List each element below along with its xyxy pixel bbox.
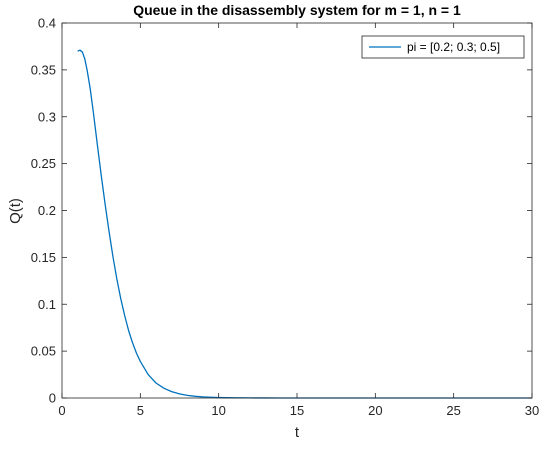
x-tick-label: 15 bbox=[290, 403, 304, 418]
y-tick-label: 0.3 bbox=[38, 109, 56, 124]
x-tick-label: 0 bbox=[58, 403, 65, 418]
y-tick-label: 0.2 bbox=[38, 203, 56, 218]
x-tick-label: 30 bbox=[525, 403, 539, 418]
x-tick-label: 25 bbox=[446, 403, 460, 418]
legend-label: pi = [0.2; 0.3; 0.5] bbox=[407, 40, 500, 54]
y-tick-label: 0 bbox=[49, 391, 56, 406]
x-axis-ticks: 0 5 10 15 20 25 30 bbox=[58, 23, 539, 418]
legend: pi = [0.2; 0.3; 0.5] bbox=[361, 35, 525, 59]
y-tick-label: 0.05 bbox=[31, 344, 56, 359]
legend-box bbox=[361, 35, 525, 59]
y-tick-label: 0.4 bbox=[38, 16, 56, 31]
x-tick-label: 5 bbox=[137, 403, 144, 418]
y-tick-label: 0.25 bbox=[31, 156, 56, 171]
y-axis-ticks: 0 0.05 0.1 0.15 0.2 0.25 0.3 0.35 0.4 bbox=[31, 16, 532, 406]
y-tick-label: 0.35 bbox=[31, 62, 56, 77]
y-tick-label: 0.15 bbox=[31, 250, 56, 265]
plot-area bbox=[62, 23, 532, 398]
x-axis-label: t bbox=[295, 424, 300, 441]
x-tick-label: 20 bbox=[368, 403, 382, 418]
chart-title: Queue in the disassembly system for m = … bbox=[133, 2, 461, 18]
y-axis-label: Q(t) bbox=[7, 198, 24, 224]
y-tick-label: 0.1 bbox=[38, 297, 56, 312]
x-tick-label: 10 bbox=[211, 403, 225, 418]
